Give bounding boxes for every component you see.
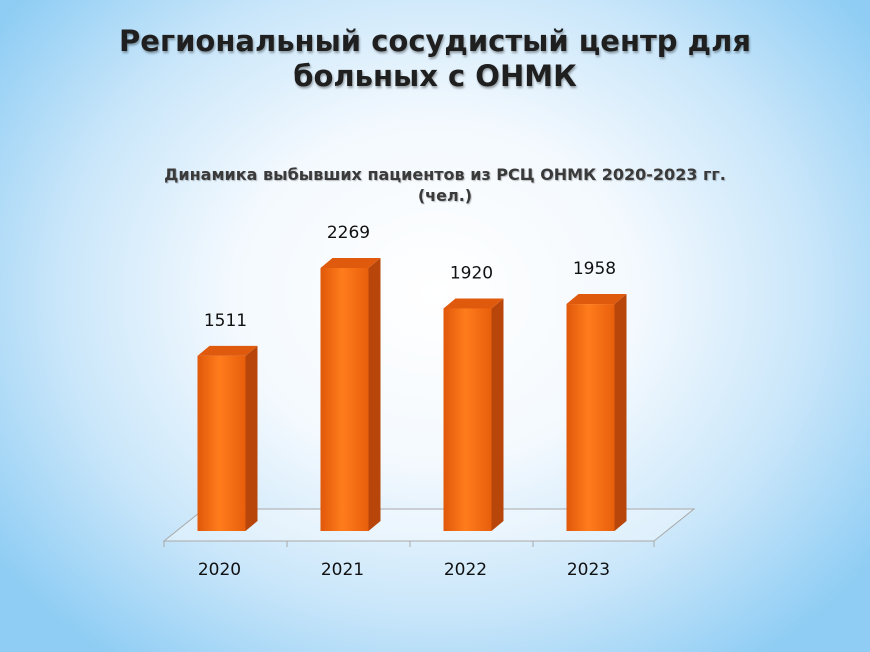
chart-title-line-2: (чел.) <box>417 186 473 205</box>
bar <box>443 308 492 531</box>
bar-top <box>443 298 504 309</box>
bar-side <box>491 298 504 531</box>
bar <box>320 268 369 531</box>
bar-top <box>320 258 381 268</box>
bar-top <box>566 294 627 305</box>
bar-side <box>368 258 381 531</box>
data-label: 1920 <box>450 263 493 283</box>
data-label: 2269 <box>327 223 370 243</box>
x-tick-label: 2020 <box>198 560 241 580</box>
bar <box>566 304 615 531</box>
bar-side <box>245 345 258 531</box>
chart-plot-area: 1511 2020 2269 2021 1920 2022 1958 2023 <box>162 223 696 580</box>
slide-title-line-1: Региональный сосудистый центр для <box>119 24 751 58</box>
data-label: 1511 <box>204 311 247 331</box>
chart-title-line-1: Динамика выбывших пациентов из РСЦ ОНМК … <box>164 165 726 184</box>
chart-title: Динамика выбывших пациентов из РСЦ ОНМК … <box>150 164 740 206</box>
slide-title-line-2: больных с ОНМК <box>293 59 577 93</box>
bar-side <box>614 294 627 531</box>
bar-top <box>197 345 258 356</box>
slide-title: Региональный сосудистый центр для больны… <box>0 24 870 94</box>
x-tick-label: 2022 <box>444 560 487 580</box>
bar <box>197 355 246 531</box>
x-tick-label: 2023 <box>567 560 610 580</box>
chart-floor <box>162 508 696 542</box>
data-label: 1958 <box>573 259 616 279</box>
x-tick-label: 2021 <box>321 560 364 580</box>
